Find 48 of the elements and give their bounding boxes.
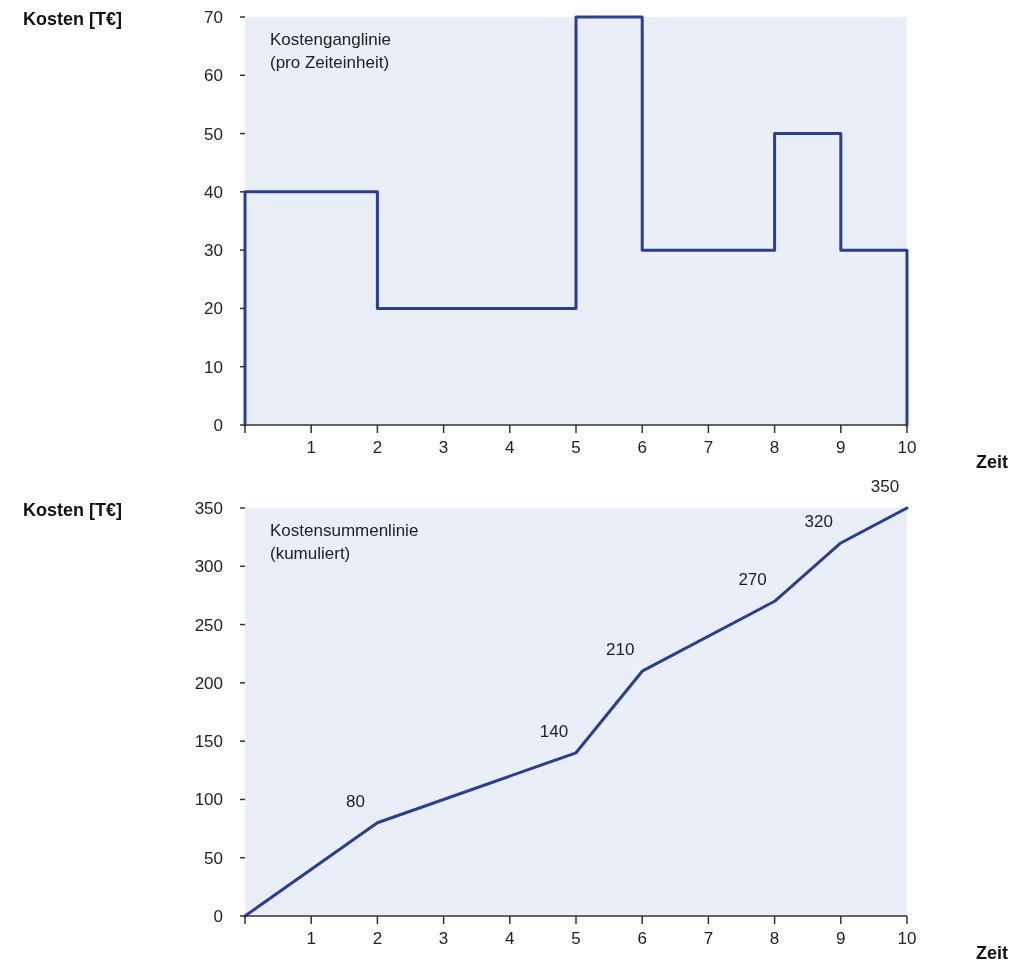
x-tick-label: 6 [637,438,647,457]
y-tick-label: 300 [194,557,223,577]
text: Kostenganglinie (pro Zeiteinheit) [270,30,391,72]
x-tick-label: 10 [897,929,917,948]
y-axis-title: Kosten [T€] [23,9,122,29]
y-tick-label: 350 [194,499,223,518]
x-tick-label: 7 [703,929,714,948]
y-tick-label: 250 [194,615,223,635]
x-axis-title: Zeit [975,452,1008,472]
x-tick-label: 9 [836,929,846,948]
y-tick-label: 200 [194,673,223,693]
y-tick-label: 150 [194,732,223,752]
x-tick-label: 8 [769,929,780,948]
y-tick-label: 0 [213,907,223,926]
data-label: 80 [345,791,365,811]
x-axis-title: Zeit [975,943,1008,963]
x-tick-label: 8 [769,438,780,457]
x-tick-label: 3 [438,438,449,457]
y-tick-label: 0 [213,416,223,435]
y-tick-label: 60 [204,66,223,86]
y-axis-title: Kosten [T€] [23,500,122,520]
x-tick-label: 3 [438,929,449,948]
text: Kostensummenlinie (kumuliert) [270,521,419,563]
x-tick-label: 5 [571,438,581,457]
x-tick-label: 2 [372,438,383,457]
y-tick-label: 40 [204,182,223,202]
x-tick-label: 6 [637,929,647,948]
y-tick-label: 20 [204,299,223,319]
data-label: 270 [738,570,767,590]
x-tick-label: 4 [505,438,515,457]
x-tick-label: 1 [306,929,316,948]
x-tick-label: 10 [897,438,917,457]
data-label: 320 [804,511,833,531]
x-tick-label: 2 [372,929,383,948]
y-tick-label: 100 [194,790,223,810]
y-tick-label: 70 [204,8,223,27]
x-tick-label: 7 [703,438,714,457]
y-tick-label: 50 [204,848,223,868]
data-label: 210 [606,640,635,660]
y-tick-label: 50 [204,124,223,144]
x-tick-label: 5 [571,929,581,948]
data-label: 350 [870,477,900,496]
x-tick-label: 4 [505,929,515,948]
y-tick-label: 30 [204,241,223,261]
data-label: 140 [539,721,569,741]
y-tick-label: 10 [204,357,223,377]
x-tick-label: 1 [306,438,316,457]
x-tick-label: 9 [836,438,846,457]
